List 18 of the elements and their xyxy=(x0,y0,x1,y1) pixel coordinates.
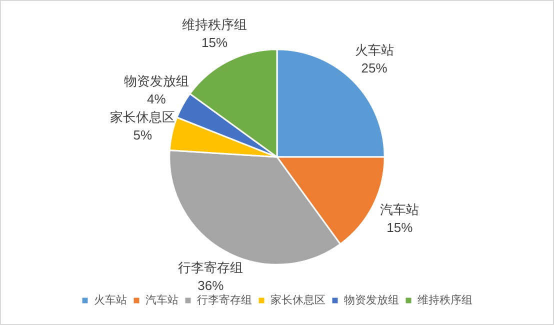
slice-label: 火车站 xyxy=(354,42,394,58)
slice-label: 家长休息区 xyxy=(110,110,176,125)
data-label: 15% xyxy=(202,34,228,50)
legend-label: 汽车站 xyxy=(146,294,178,307)
data-label: 4% xyxy=(147,91,166,106)
legend-label: 行李寄存组 xyxy=(197,294,252,307)
data-label: 25% xyxy=(361,60,388,76)
legend-label: 家长休息区 xyxy=(270,294,326,307)
legend-label: 物资发放组 xyxy=(344,294,399,307)
slice-label: 行李寄存组 xyxy=(178,260,244,276)
slice-label: 维持秩序组 xyxy=(182,16,248,32)
legend-label: 维持秩序组 xyxy=(418,294,472,307)
data-label: 36% xyxy=(198,278,224,294)
data-label: 5% xyxy=(133,128,153,143)
data-label: 15% xyxy=(386,220,414,236)
slice-label: 物资发放组 xyxy=(124,73,189,88)
legend-label: 火车站 xyxy=(94,294,127,307)
slice-label: 汽车站 xyxy=(380,202,420,218)
